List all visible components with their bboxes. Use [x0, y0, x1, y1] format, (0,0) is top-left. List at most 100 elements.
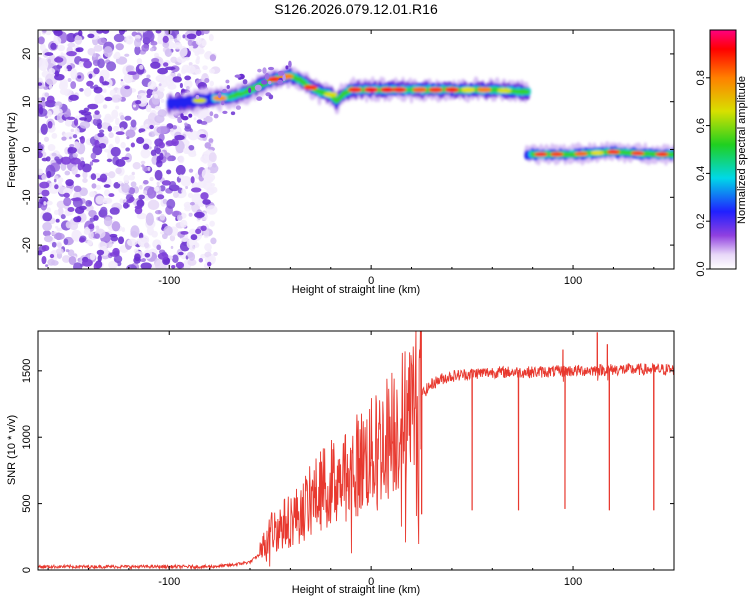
- noise-spot: [130, 142, 136, 148]
- noise-blob: [193, 242, 200, 248]
- noise-spot: [87, 33, 95, 39]
- colorbar-frame: [709, 29, 737, 270]
- noise-blob: [89, 161, 94, 166]
- noise-blob: [164, 48, 172, 57]
- noise-spot: [74, 206, 85, 215]
- noise-spot: [78, 237, 85, 243]
- noise-blob: [204, 251, 212, 258]
- noise-blob: [187, 192, 194, 199]
- noise-blob: [112, 125, 120, 132]
- noise-spot: [117, 236, 125, 245]
- noise-blob: [170, 56, 178, 63]
- spectrogram-ytick-label: -20: [21, 237, 33, 253]
- noise-blob: [188, 62, 193, 66]
- noise-spot: [38, 151, 43, 159]
- noise-blob: [71, 229, 81, 240]
- noise-blob: [108, 132, 114, 139]
- noise-blob: [51, 132, 58, 139]
- noise-blob: [110, 146, 121, 157]
- noise-spot: [41, 189, 50, 197]
- noise-blob: [123, 73, 133, 84]
- noise-spot: [136, 136, 145, 144]
- ridge-speck: [277, 70, 285, 76]
- noise-blob: [136, 212, 147, 220]
- noise-blob: [93, 119, 97, 123]
- noise-blob: [95, 195, 105, 205]
- noise-blob: [103, 216, 113, 227]
- noise-spot: [63, 192, 70, 198]
- colorbar-axes: 0.0 0.2 0.4 0.6 0.8: [695, 70, 710, 277]
- noise-spot: [155, 30, 162, 34]
- noise-spot: [195, 30, 202, 37]
- noise-blob: [57, 181, 63, 188]
- noise-blob: [201, 151, 209, 164]
- snr-ytick-label: 0: [21, 567, 33, 573]
- noise-blob: [208, 138, 214, 143]
- noise-blob: [156, 126, 168, 134]
- noise-blob: [108, 171, 116, 179]
- noise-blob: [145, 104, 152, 113]
- noise-blob: [51, 152, 57, 157]
- noise-blob: [176, 33, 182, 41]
- noise-blob: [131, 171, 135, 176]
- snr-xtick-label: -100: [158, 576, 180, 588]
- noise-blob: [175, 164, 186, 176]
- noise-blob: [45, 264, 49, 267]
- noise-blob: [203, 116, 213, 123]
- noise-blob: [81, 163, 92, 173]
- noise-blob: [160, 231, 165, 235]
- noise-spot: [150, 61, 161, 69]
- noise-blob: [140, 160, 146, 165]
- ridge-peak: [497, 87, 512, 94]
- noise-blob: [158, 77, 165, 83]
- noise-blob: [96, 184, 101, 191]
- noise-blob: [109, 207, 120, 215]
- ridge-cell: [670, 151, 674, 157]
- noise-blob: [124, 53, 130, 57]
- ridge-speck: [222, 88, 227, 93]
- noise-blob: [213, 251, 218, 257]
- snr-xtick-label: 0: [368, 576, 374, 588]
- noise-blob: [102, 104, 108, 109]
- ridge2-peak: [631, 151, 645, 156]
- noise-blob: [74, 127, 80, 135]
- noise-blob: [61, 81, 69, 90]
- noise-blob: [208, 152, 217, 163]
- noise-blob: [138, 194, 145, 200]
- spectrogram-xtick-label: 0: [368, 275, 374, 287]
- noise-blob: [72, 134, 78, 139]
- noise-spot: [79, 117, 88, 121]
- noise-spot: [180, 230, 189, 235]
- noise-spot: [171, 264, 176, 269]
- noise-blob: [188, 46, 193, 52]
- spectrogram-xtick-label: 100: [564, 275, 582, 287]
- noise-spot: [121, 156, 130, 161]
- ridge-speck: [262, 67, 267, 74]
- noise-blob: [180, 175, 192, 187]
- noise-blob: [123, 174, 130, 184]
- noise-blob: [149, 47, 155, 52]
- ridge-speck: [177, 116, 182, 124]
- noise-blob: [155, 147, 161, 155]
- noise-blob: [128, 174, 135, 181]
- noise-blob: [53, 209, 59, 215]
- noise-spot: [79, 135, 85, 144]
- noise-spot: [67, 146, 78, 154]
- noise-blob: [46, 207, 51, 213]
- noise-blob: [46, 200, 53, 206]
- noise-blob: [172, 125, 178, 130]
- noise-blob: [209, 220, 215, 227]
- noise-blob: [115, 105, 120, 110]
- spectrogram-ytick-label: 10: [21, 96, 33, 108]
- noise-spot: [67, 207, 75, 213]
- noise-blob: [120, 127, 125, 132]
- noise-blob: [138, 128, 146, 133]
- noise-spot: [46, 170, 52, 179]
- noise-blob: [43, 136, 50, 142]
- noise-blob: [89, 191, 96, 198]
- ridge-peak: [323, 91, 338, 98]
- noise-blob: [57, 44, 66, 52]
